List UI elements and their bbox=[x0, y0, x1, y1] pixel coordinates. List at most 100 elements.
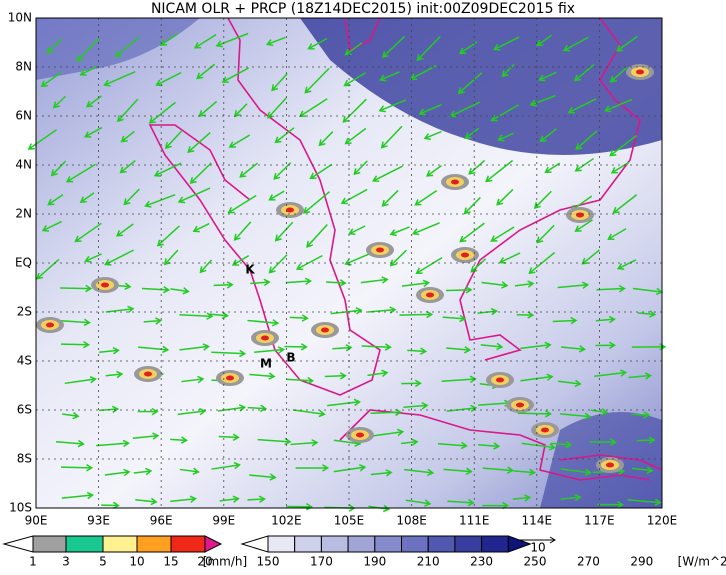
wind-arrow bbox=[115, 223, 134, 237]
lat-label: 4N bbox=[15, 158, 32, 172]
rain-cell bbox=[496, 377, 504, 383]
wind-arrow bbox=[326, 279, 347, 287]
colorbar-tick-label: 3 bbox=[62, 555, 70, 569]
wind-arrow bbox=[79, 192, 95, 203]
wind-arrow bbox=[344, 127, 367, 145]
wind-arrow bbox=[597, 500, 624, 509]
wind-arrow bbox=[573, 63, 595, 82]
rain-cell bbox=[636, 69, 644, 75]
colorbar-box bbox=[427, 535, 456, 553]
lon-label: 99E bbox=[212, 514, 235, 528]
wind-arrow bbox=[170, 436, 188, 444]
wind-arrow bbox=[589, 438, 618, 446]
wind-arrow bbox=[143, 317, 163, 325]
wind-arrow bbox=[560, 468, 592, 476]
lon-label: 102E bbox=[271, 514, 302, 528]
wind-arrow bbox=[60, 284, 93, 293]
wind-arrow bbox=[464, 127, 480, 140]
map-title: NICAM OLR + PRCP (18Z14DEC2015) init:00Z… bbox=[151, 1, 575, 17]
wind-arrow bbox=[533, 190, 552, 209]
wind-arrow bbox=[340, 188, 368, 205]
wind-arrow bbox=[446, 346, 472, 354]
wind-arrow bbox=[447, 498, 475, 507]
wind-arrow bbox=[560, 493, 582, 502]
wind-arrow bbox=[196, 63, 216, 80]
colorbar-tip bbox=[507, 535, 532, 553]
colorbar-box bbox=[267, 535, 296, 553]
wind-arrow bbox=[239, 162, 259, 178]
colorbar-box bbox=[136, 535, 172, 553]
colorbar-tick-label: 150 bbox=[257, 555, 280, 569]
wind-arrow bbox=[148, 101, 176, 124]
colorbar-box bbox=[347, 535, 376, 553]
wind-arrow bbox=[181, 375, 205, 384]
wind-arrow bbox=[574, 157, 594, 172]
colorbar-box bbox=[454, 535, 483, 553]
wind-arrow bbox=[561, 345, 587, 353]
wind-arrow bbox=[105, 370, 124, 379]
wind-arrow bbox=[609, 66, 628, 83]
wind-arrow bbox=[536, 224, 555, 244]
colorbar-box bbox=[65, 535, 104, 553]
wind-arrow bbox=[199, 259, 213, 274]
wind-arrow bbox=[105, 305, 135, 314]
colorbar-unit: [mm/h] bbox=[203, 555, 247, 569]
wind-arrow bbox=[295, 464, 330, 472]
wind-arrow bbox=[575, 130, 598, 151]
wind-arrow bbox=[120, 130, 135, 143]
wind-arrow bbox=[581, 249, 600, 265]
wind-arrow bbox=[490, 226, 515, 242]
colorbar-box bbox=[294, 535, 322, 553]
wind-arrow bbox=[442, 314, 467, 323]
lat-label: 8S bbox=[17, 452, 32, 466]
wind-arrow bbox=[304, 67, 330, 94]
wind-arrow bbox=[274, 221, 294, 242]
wind-arrow bbox=[74, 222, 102, 243]
wind-arrow bbox=[411, 222, 440, 236]
wind-arrow bbox=[407, 347, 428, 355]
colorbar-tick-label: 20 bbox=[197, 555, 212, 569]
colorbar-tick-label: 290 bbox=[630, 555, 653, 569]
wind-arrow bbox=[155, 71, 182, 87]
lon-label: 93E bbox=[87, 514, 110, 528]
map-frame bbox=[35, 17, 663, 509]
olr-cold-region bbox=[300, 18, 662, 155]
map-area: K M B 10 bbox=[27, 17, 667, 555]
wind-arrow bbox=[247, 404, 268, 413]
wind-arrow bbox=[401, 379, 422, 388]
wind-arrow bbox=[418, 103, 442, 116]
wind-arrow bbox=[603, 98, 633, 113]
wind-arrow bbox=[558, 379, 582, 388]
wind-arrow bbox=[265, 36, 286, 47]
wind-arrow bbox=[177, 407, 207, 416]
wind-arrow bbox=[631, 411, 651, 419]
colorbar-box bbox=[481, 535, 509, 553]
wind-arrow bbox=[367, 369, 389, 377]
wind-arrow bbox=[133, 467, 153, 476]
wind-arrow bbox=[179, 312, 214, 320]
wind-arrow bbox=[250, 278, 271, 287]
wind-arrow bbox=[268, 254, 288, 274]
wind-arrow bbox=[141, 285, 171, 294]
wind-arrow bbox=[330, 307, 363, 315]
wind-arrow bbox=[517, 410, 553, 418]
wind-arrow bbox=[247, 495, 266, 503]
wind-arrow bbox=[493, 36, 520, 51]
wind-arrow bbox=[285, 277, 312, 286]
wind-arrow bbox=[590, 408, 609, 416]
wind-arrow bbox=[538, 71, 557, 82]
wind-arrow bbox=[497, 132, 514, 142]
wind-arrow bbox=[60, 318, 91, 327]
wind-arrow bbox=[99, 347, 120, 355]
wind-arrow bbox=[529, 95, 556, 107]
wind-arrow bbox=[631, 466, 654, 474]
wind-arrow bbox=[227, 194, 257, 214]
wind-arrow bbox=[381, 35, 406, 59]
wind-arrow bbox=[123, 188, 140, 206]
wind-arrow bbox=[360, 276, 389, 284]
rain-cell bbox=[576, 212, 584, 218]
wind-arrow bbox=[286, 502, 313, 511]
wind-arrow bbox=[446, 404, 478, 413]
wind-arrow bbox=[62, 411, 80, 420]
wind-arrow bbox=[153, 162, 182, 177]
